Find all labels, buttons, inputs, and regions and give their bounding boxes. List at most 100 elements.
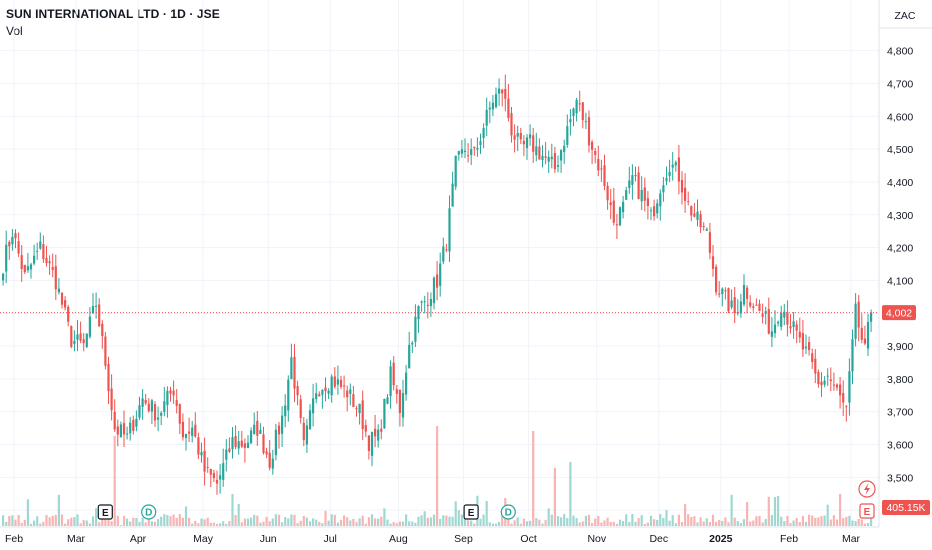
candle-body xyxy=(823,380,826,385)
candle-body xyxy=(91,306,95,314)
volume-bar xyxy=(377,518,380,526)
candle-body xyxy=(563,145,566,152)
candle-body xyxy=(367,435,370,452)
volume-bar xyxy=(519,523,522,526)
volume-bar xyxy=(144,522,147,526)
candle-body xyxy=(829,379,832,382)
time-tick-label: Oct xyxy=(520,533,536,545)
volume-bar xyxy=(104,515,107,526)
volume-bar xyxy=(708,522,711,526)
volume-bar xyxy=(724,517,727,526)
candle-body xyxy=(470,149,473,155)
candle-body xyxy=(411,342,414,345)
volume-bar xyxy=(566,518,569,526)
volume-bar xyxy=(454,501,457,526)
candle-body xyxy=(575,99,578,114)
candle-body xyxy=(312,398,315,414)
volume-bar xyxy=(814,517,817,526)
volume-bar xyxy=(370,514,374,526)
candle-body xyxy=(749,302,752,307)
candle-body xyxy=(786,312,789,325)
volume-bar xyxy=(448,516,451,526)
price-tick-label: 4,200 xyxy=(887,243,913,255)
candle-body xyxy=(442,246,445,262)
candle-body xyxy=(355,408,358,410)
candle-body xyxy=(73,340,76,344)
volume-bar xyxy=(690,517,693,526)
volume-bar xyxy=(380,516,383,526)
volume-bar xyxy=(48,517,51,526)
volume-bar xyxy=(560,517,563,526)
candle-body xyxy=(150,400,153,412)
candle-body xyxy=(277,425,281,435)
volume-bar xyxy=(163,514,166,526)
lightning-icon[interactable] xyxy=(858,480,876,498)
volume-bar xyxy=(408,521,411,526)
volume-bar xyxy=(85,520,88,526)
candle-body xyxy=(287,379,290,411)
volume-bar xyxy=(739,523,742,526)
volume-bar xyxy=(668,520,671,526)
candle-body xyxy=(380,428,383,432)
volume-bar xyxy=(742,519,746,526)
candle-body xyxy=(780,313,783,327)
volume-bar xyxy=(70,517,73,526)
currency-label[interactable]: ZAC xyxy=(895,10,916,22)
volume-bar xyxy=(507,515,510,526)
candle-body xyxy=(730,300,733,308)
candle-body xyxy=(854,303,857,339)
volume-bar xyxy=(8,515,11,526)
volume-bar xyxy=(398,521,401,526)
volume-bar xyxy=(88,523,91,526)
volume-bar xyxy=(219,523,222,526)
volume-bar xyxy=(212,522,215,526)
time-axis-labels: Feb Mar Apr May Jun Jul Aug Sep Oct Nov Dec 2025 Feb… xyxy=(5,533,861,545)
volume-bar xyxy=(569,462,572,526)
candle-body xyxy=(383,398,386,429)
volume-bar xyxy=(91,516,95,526)
volume-bar xyxy=(823,515,826,526)
candle-body xyxy=(95,305,98,307)
candle-body xyxy=(507,98,510,118)
candle-body xyxy=(488,107,491,110)
candle-body xyxy=(773,324,777,334)
volume-bar xyxy=(346,517,349,526)
price-tick-label: 3,700 xyxy=(887,407,913,419)
volume-bar xyxy=(594,518,597,526)
candle-body xyxy=(234,435,237,447)
candle-body xyxy=(26,266,29,271)
volume-bar xyxy=(516,517,519,526)
volume-bar xyxy=(277,514,281,526)
candle-body xyxy=(178,404,181,424)
volume-bar xyxy=(250,517,253,526)
volume-bar xyxy=(845,516,848,526)
dividend-marker-letter: D xyxy=(505,508,512,519)
candle-body xyxy=(572,108,575,116)
candle-body xyxy=(237,441,240,449)
price-axis-panel[interactable] xyxy=(879,0,932,550)
candle-body xyxy=(767,309,770,334)
candle-body xyxy=(197,437,200,455)
volume-bar xyxy=(587,514,591,526)
candle-body xyxy=(535,146,538,156)
volume-bar xyxy=(550,514,553,526)
time-tick-label: Mar xyxy=(67,533,86,545)
candle-body xyxy=(761,313,764,317)
volume-bar xyxy=(637,518,640,526)
earnings-badge-upcoming[interactable]: E xyxy=(859,503,875,519)
time-tick-label: 2025 xyxy=(709,533,733,545)
candle-body xyxy=(811,353,814,363)
volume-bar xyxy=(271,518,274,526)
candle-body xyxy=(268,452,271,468)
candle-body xyxy=(752,306,755,308)
volume-bar xyxy=(761,522,764,526)
candle-body xyxy=(5,244,8,272)
volume-bar xyxy=(646,522,649,526)
volume-bar xyxy=(842,518,845,526)
candle-body xyxy=(209,469,212,475)
volume-bar xyxy=(727,522,730,526)
volume-bar xyxy=(770,514,773,526)
candle-body xyxy=(857,301,860,328)
